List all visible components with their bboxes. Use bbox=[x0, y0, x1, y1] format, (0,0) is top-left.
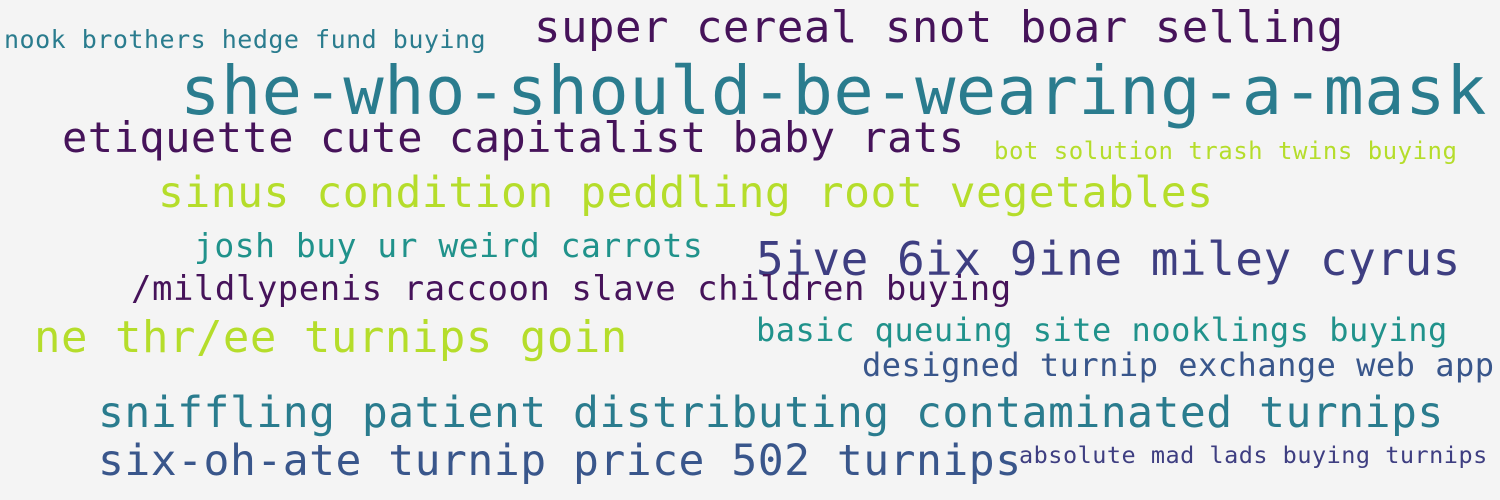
cloud-phrase: josh buy ur weird carrots bbox=[194, 226, 704, 265]
cloud-phrase: designed turnip exchange web app bbox=[862, 346, 1495, 384]
cloud-phrase: bot solution trash twins buying bbox=[994, 137, 1458, 165]
cloud-phrase: sniffling patient distributing contamina… bbox=[98, 388, 1444, 438]
cloud-phrase: /mildlypenis raccoon slave children buyi… bbox=[131, 269, 1012, 309]
cloud-phrase: ne thr/ee turnips goin bbox=[34, 312, 628, 363]
cloud-phrase: she-who-should-be-wearing-a-mask bbox=[180, 52, 1487, 130]
cloud-phrase: etiquette cute capitalist baby rats bbox=[62, 113, 965, 162]
cloud-phrase: sinus condition peddling root vegetables bbox=[158, 168, 1214, 218]
cloud-phrase: super cereal snot boar selling bbox=[534, 2, 1344, 53]
cloud-phrase: nook brothers hedge fund buying bbox=[4, 25, 487, 54]
cloud-phrase: 5ive 6ix 9ine miley cyrus bbox=[756, 232, 1461, 286]
cloud-phrase: six-oh-ate turnip price 502 turnips bbox=[98, 436, 1022, 486]
cloud-phrase: basic queuing site nooklings buying bbox=[756, 311, 1448, 349]
cloud-phrase: absolute mad lads buying turnips bbox=[1019, 441, 1488, 469]
